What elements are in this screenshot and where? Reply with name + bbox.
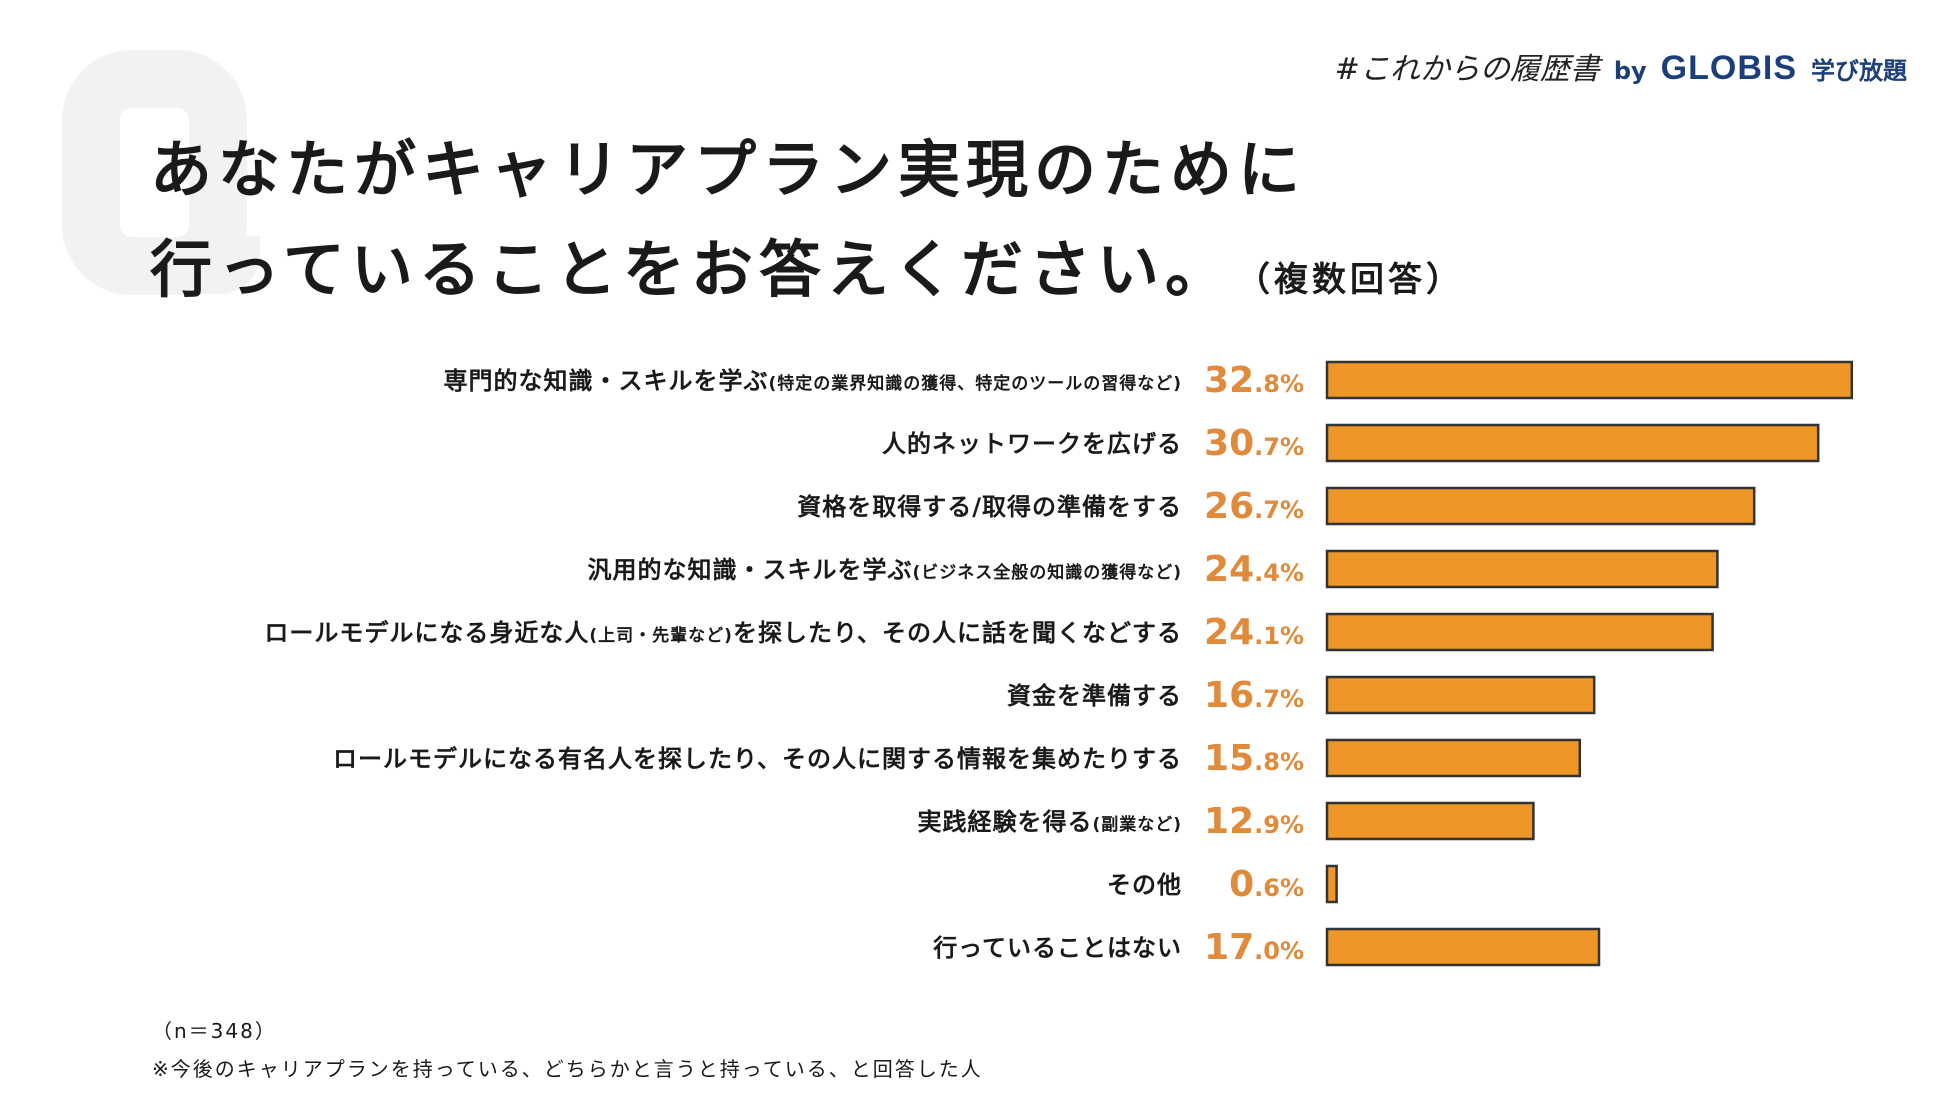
value-decimal: .8% — [1254, 370, 1304, 398]
category-label-main: 汎用的な知識・スキルを学ぶ — [587, 556, 912, 584]
bar — [1325, 927, 1601, 967]
category-label: 汎用的な知識・スキルを学ぶ(ビジネス全般の知識の獲得など) — [587, 556, 1182, 584]
bar-row: 専門的な知識・スキルを学ぶ(特定の業界知識の獲得、特定のツールの習得など) 32.… — [443, 360, 1854, 401]
category-label-note: (ビジネス全般の知識の獲得など) — [912, 562, 1182, 583]
brand-series-title: #これからの履歴書 — [1334, 52, 1600, 87]
category-label-note: (特定の業界知識の獲得、特定のツールの習得など) — [768, 373, 1182, 394]
value-decimal: .1% — [1254, 622, 1304, 650]
value-integer: 26 — [1204, 486, 1254, 527]
footnotes: （n＝348） ※今後のキャリアプランを持っている、どちらかと言うと持っている、… — [152, 1012, 983, 1088]
category-label: 専門的な知識・スキルを学ぶ(特定の業界知識の獲得、特定のツールの習得など) — [443, 367, 1182, 395]
bar — [1325, 423, 1820, 463]
value-integer: 30 — [1204, 423, 1254, 464]
bar-row: 行っていることはない 17.0% — [932, 927, 1601, 968]
value-label: 24.4% — [1204, 549, 1304, 590]
value-integer: 16 — [1204, 675, 1254, 716]
category-label: ロールモデルになる有名人を探したり、その人に関する情報を集めたりする — [333, 745, 1182, 773]
category-label: 行っていることはない — [932, 934, 1182, 962]
bar — [1325, 612, 1714, 652]
value-integer: 15 — [1204, 738, 1254, 779]
bar-row: 汎用的な知識・スキルを学ぶ(ビジネス全般の知識の獲得など) 24.4% — [587, 549, 1719, 590]
value-label: 12.9% — [1204, 801, 1304, 842]
value-decimal: .4% — [1254, 559, 1304, 587]
bar-row: 資金を準備する 16.7% — [1007, 675, 1596, 716]
globis-logo: GLOBIS — [1660, 49, 1797, 87]
value-integer: 0 — [1229, 864, 1254, 905]
globis-logo-subtitle: 学び放題 — [1811, 57, 1907, 85]
value-label: 17.0% — [1204, 927, 1304, 968]
bar — [1325, 549, 1719, 589]
category-label-tail: を探したり、その人に話を聞くなどする — [733, 619, 1182, 647]
value-decimal: .7% — [1254, 433, 1304, 461]
value-label: 15.8% — [1204, 738, 1304, 779]
bar — [1325, 738, 1582, 778]
value-decimal: .7% — [1254, 685, 1304, 713]
value-label: 26.7% — [1204, 486, 1304, 527]
category-label-main: 資格を取得する/取得の準備をする — [797, 493, 1182, 521]
category-label: 資金を準備する — [1007, 682, 1182, 710]
bar-chart: 専門的な知識・スキルを学ぶ(特定の業界知識の獲得、特定のツールの習得など) 32.… — [264, 360, 1854, 968]
question-line-1: あなたがキャリアプラン実現のために — [150, 133, 1307, 206]
category-label-main: ロールモデルになる有名人を探したり、その人に関する情報を集めたりする — [333, 745, 1182, 773]
value-integer: 32 — [1204, 360, 1254, 401]
bar-row: 実践経験を得る(副業など) 12.9% — [917, 801, 1535, 842]
brand-by: by — [1613, 57, 1647, 85]
bar — [1325, 801, 1535, 841]
category-label-main: 資金を準備する — [1007, 682, 1182, 710]
question-note: （複数回答） — [1253, 260, 1465, 300]
value-label: 24.1% — [1204, 612, 1304, 653]
value-integer: 12 — [1204, 801, 1254, 842]
value-integer: 24 — [1204, 612, 1254, 653]
category-label: その他 — [1107, 871, 1182, 899]
value-decimal: .0% — [1254, 937, 1304, 965]
bar — [1325, 675, 1596, 715]
value-label: 0.6% — [1229, 864, 1304, 905]
category-label-main: 専門的な知識・スキルを学ぶ — [443, 367, 768, 395]
value-decimal: .7% — [1254, 496, 1304, 524]
bar — [1325, 360, 1854, 400]
category-label-main: 人的ネットワークを広げる — [882, 430, 1182, 458]
value-decimal: .6% — [1254, 874, 1304, 902]
category-label-main: 行っていることはない — [932, 934, 1182, 962]
question-line-2: 行っていることをお答えください。 （複数回答） — [150, 220, 1464, 330]
category-label: 人的ネットワークを広げる — [882, 430, 1182, 458]
category-label: ロールモデルになる身近な人(上司・先輩など)を探したり、その人に話を聞くなどする — [264, 619, 1182, 647]
question-line-2-text: 行っていることをお答えください。 — [150, 233, 1234, 306]
category-label-main: ロールモデルになる身近な人 — [264, 619, 589, 647]
question-title: あなたがキャリアプラン実現のために 行っていることをお答えください。 （複数回答） — [150, 120, 1464, 330]
bar-row: 資格を取得する/取得の準備をする 26.7% — [797, 486, 1756, 527]
value-label: 16.7% — [1204, 675, 1304, 716]
category-label: 実践経験を得る(副業など) — [917, 808, 1182, 836]
category-label-main: その他 — [1107, 871, 1182, 899]
value-label: 32.8% — [1204, 360, 1304, 401]
category-label-main: 実践経験を得る — [917, 808, 1092, 836]
bar — [1325, 864, 1338, 904]
category-label: 資格を取得する/取得の準備をする — [797, 493, 1182, 521]
category-label-note: (上司・先輩など) — [589, 625, 733, 646]
value-decimal: .9% — [1254, 811, 1304, 839]
value-label: 30.7% — [1204, 423, 1304, 464]
value-integer: 24 — [1204, 549, 1254, 590]
value-integer: 17 — [1204, 927, 1254, 968]
bar-row: ロールモデルになる有名人を探したり、その人に関する情報を集めたりする 15.8% — [333, 738, 1582, 779]
category-label-note: (副業など) — [1092, 814, 1182, 835]
value-decimal: .8% — [1254, 748, 1304, 776]
brand-header: #これからの履歴書 by GLOBIS 学び放題 — [1335, 44, 1907, 88]
sample-size-note: （n＝348） — [152, 1019, 277, 1043]
bar-row: 人的ネットワークを広げる 30.7% — [882, 423, 1820, 464]
respondent-scope-note: ※今後のキャリアプランを持っている、どちらかと言うと持っている、と回答した人 — [152, 1057, 983, 1081]
bar-row: その他 0.6% — [1107, 864, 1338, 905]
bar-row: ロールモデルになる身近な人(上司・先輩など)を探したり、その人に話を聞くなどする… — [264, 612, 1714, 653]
bar — [1325, 486, 1756, 526]
